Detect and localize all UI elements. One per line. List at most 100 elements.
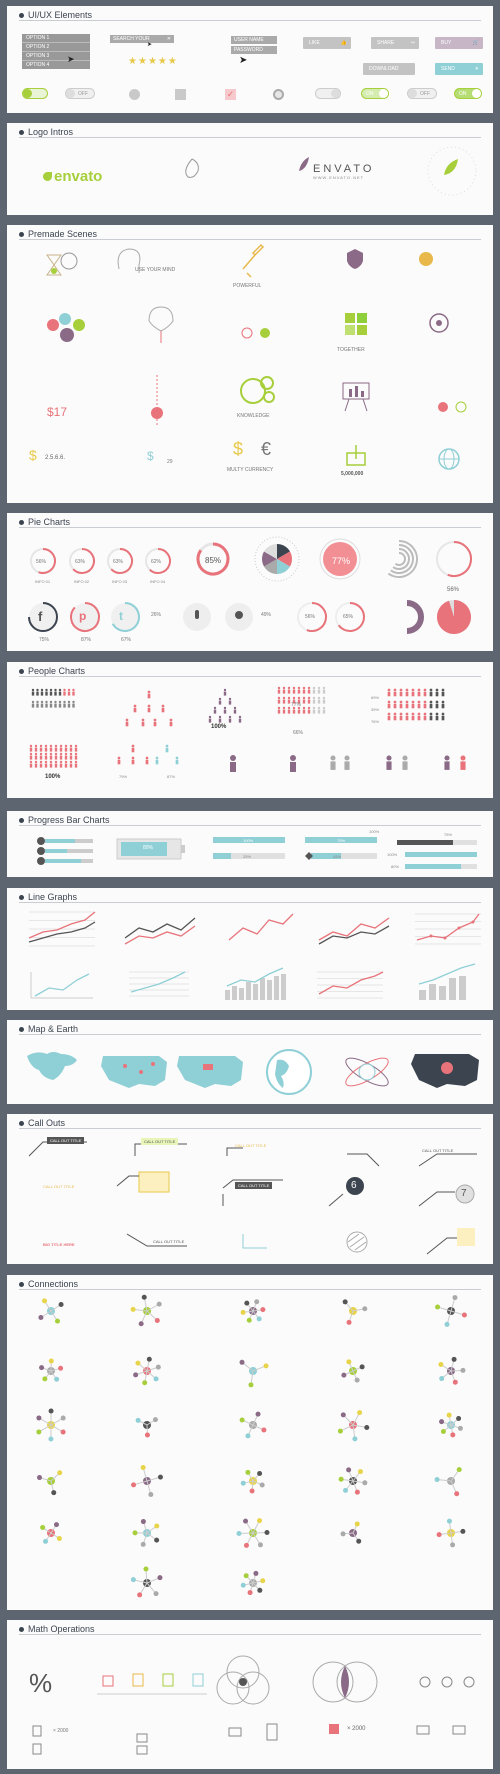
progress-value: 45% — [333, 854, 342, 859]
person-icon — [74, 763, 78, 768]
connection-node — [141, 1294, 147, 1300]
series-line — [318, 925, 390, 945]
check-icon: ✓ — [226, 89, 235, 99]
search-input[interactable]: SEARCH YOUR ✕ — [110, 35, 174, 43]
person-icon — [223, 709, 227, 714]
person-icon — [29, 755, 33, 760]
connection-node — [56, 1535, 62, 1541]
connection-node — [359, 1364, 365, 1370]
rating-stars[interactable]: ★★★★★ — [128, 56, 178, 67]
series-line — [228, 913, 294, 941]
person-icon — [233, 706, 237, 710]
person-icon — [429, 700, 433, 704]
facebook-icon: f — [38, 609, 43, 624]
connection-node — [260, 1578, 266, 1584]
star-icon[interactable]: ★ — [137, 56, 148, 67]
toggle-on[interactable]: ON — [454, 88, 482, 99]
person-icon — [287, 706, 291, 710]
share-button[interactable]: SHARE ↪ — [371, 37, 419, 49]
person-icon — [49, 688, 53, 692]
callout-number: 6 — [351, 1180, 357, 1191]
toggle-switch[interactable] — [22, 88, 48, 99]
stopwatch-icon — [429, 313, 449, 333]
person-icon — [44, 763, 48, 768]
person-icon — [54, 700, 57, 704]
callout-number: 7 — [461, 1188, 467, 1199]
menu-item[interactable]: OPTION 3 — [22, 52, 90, 61]
together-label: TOGETHER — [337, 347, 365, 353]
toggle-on[interactable]: ON — [361, 88, 389, 99]
person-icon — [292, 689, 296, 694]
connection-node — [451, 1356, 457, 1362]
person-icon — [213, 706, 217, 710]
person-icon — [36, 703, 39, 708]
person-icon — [228, 715, 232, 719]
buy-button[interactable]: BUY 🛒 — [435, 37, 483, 49]
person-icon — [36, 691, 39, 696]
star-icon[interactable]: ★ — [157, 56, 168, 67]
person-icon — [218, 715, 222, 719]
connection-node — [137, 1592, 143, 1598]
microphone-icon — [195, 610, 199, 619]
person-icon — [54, 760, 58, 764]
connection-node — [253, 1570, 259, 1576]
social-percent: 67% — [121, 637, 132, 643]
pie-value: 63% — [113, 559, 124, 565]
connection-node — [36, 1429, 42, 1435]
bar — [419, 990, 426, 1000]
like-button[interactable]: LIKE 👍 — [303, 37, 351, 49]
toggle-off[interactable]: OFF — [407, 88, 437, 99]
person-icon — [322, 696, 326, 700]
section-title: People Charts — [19, 666, 85, 676]
ring-arc — [196, 542, 230, 576]
connection-node — [460, 1528, 466, 1534]
checkbox-checked[interactable]: ✓ — [225, 89, 236, 100]
person-icon — [230, 762, 236, 772]
checkbox[interactable] — [175, 89, 186, 100]
download-button[interactable]: DOWNLOAD — [363, 63, 415, 75]
person-icon — [223, 706, 227, 710]
menu-item[interactable]: OPTION 1 — [22, 34, 90, 43]
toggle-off[interactable]: OFF — [65, 88, 95, 99]
usa-map-icon — [101, 1056, 167, 1088]
person-icon — [63, 703, 66, 708]
multiply-label: × 2000 — [53, 1728, 69, 1734]
star-icon[interactable]: ★ — [167, 56, 178, 67]
twitter-icon: t — [119, 609, 123, 623]
person-icon — [165, 747, 169, 753]
password-field[interactable]: PASSWORD — [231, 46, 277, 54]
section-title: Logo Intros — [19, 127, 73, 137]
menu-item[interactable]: OPTION 2 — [22, 43, 90, 52]
connection-node — [135, 1417, 141, 1423]
connection-node — [340, 1531, 346, 1537]
person-icon — [282, 696, 286, 700]
username-field[interactable]: USER NAME — [231, 36, 277, 44]
person-icon — [218, 697, 222, 701]
star-icon[interactable]: ★ — [147, 56, 158, 67]
person-icon — [40, 700, 44, 704]
person-icon — [72, 700, 75, 704]
connection-node — [38, 1314, 44, 1320]
person-icon — [405, 703, 409, 709]
person-icon — [64, 760, 68, 764]
connection-node — [457, 1425, 463, 1431]
pie-label: INFO 03 — [112, 579, 128, 584]
person-icon — [74, 755, 78, 760]
person-icon — [63, 700, 66, 704]
section-logo-intros: Logo Intros envato ENVATO WWW.ENVATO.NET — [7, 123, 493, 215]
dropdown-menu[interactable]: OPTION 1 OPTION 2 OPTION 3 OPTION 4 — [22, 34, 90, 69]
close-icon[interactable]: ✕ — [166, 36, 171, 42]
section-premade-scenes: Premade Scenes — [7, 225, 493, 503]
radio-button-selected[interactable] — [273, 89, 284, 100]
star-icon[interactable]: ★ — [128, 56, 138, 67]
connection-node — [54, 1318, 60, 1324]
send-button[interactable]: SEND ✈ — [435, 63, 483, 75]
section-divider — [19, 676, 481, 677]
connection-node — [357, 1410, 363, 1416]
toggle-switch[interactable] — [315, 88, 341, 99]
radio-button[interactable] — [129, 89, 140, 100]
menu-item[interactable]: OPTION 4 — [26, 62, 50, 68]
download-icon — [346, 445, 366, 466]
atom-icon — [345, 1057, 389, 1087]
bar — [239, 988, 244, 1000]
